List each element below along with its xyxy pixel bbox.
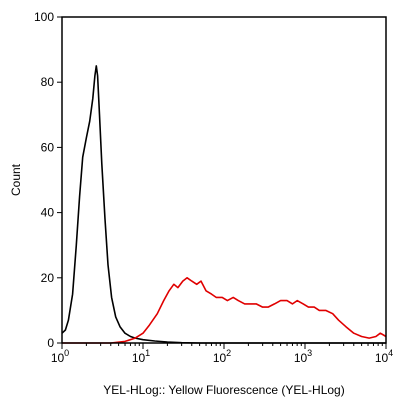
x-tick-base: 10 bbox=[51, 351, 65, 365]
x-tick-exponent: 4 bbox=[388, 348, 393, 358]
x-axis-label: YEL-HLog:: Yellow Fluorescence (YEL-HLog… bbox=[103, 383, 344, 397]
x-tick-label: 101 bbox=[132, 348, 150, 365]
y-axis-label: Count bbox=[9, 163, 23, 196]
series-line-2 bbox=[62, 276, 387, 344]
x-tick-base: 10 bbox=[294, 351, 308, 365]
x-tick-base: 10 bbox=[375, 351, 389, 365]
x-tick-label: 102 bbox=[213, 348, 231, 365]
y-tick-label: 40 bbox=[41, 206, 55, 220]
y-tick-label: 0 bbox=[47, 336, 54, 350]
y-tick-label: 100 bbox=[34, 10, 54, 24]
x-tick-label: 104 bbox=[375, 348, 393, 365]
x-axis-ticks: 100 101 102 103 104 bbox=[51, 343, 393, 365]
x-tick-label: 100 bbox=[51, 348, 69, 365]
x-tick-exponent: 3 bbox=[307, 348, 312, 358]
y-tick-label: 60 bbox=[41, 140, 55, 154]
series-line-1 bbox=[61, 65, 386, 344]
x-tick-exponent: 2 bbox=[226, 348, 231, 358]
x-tick-exponent: 1 bbox=[145, 348, 150, 358]
x-tick-base: 10 bbox=[132, 351, 146, 365]
x-tick-label: 103 bbox=[294, 348, 312, 365]
x-tick-base: 10 bbox=[213, 351, 227, 365]
x-tick-exponent: 0 bbox=[64, 348, 69, 358]
y-tick-label: 20 bbox=[41, 271, 55, 285]
y-tick-label: 80 bbox=[41, 75, 55, 89]
y-axis-ticks: 0 20 40 60 80 100 bbox=[34, 10, 62, 350]
plot-series bbox=[61, 65, 387, 344]
